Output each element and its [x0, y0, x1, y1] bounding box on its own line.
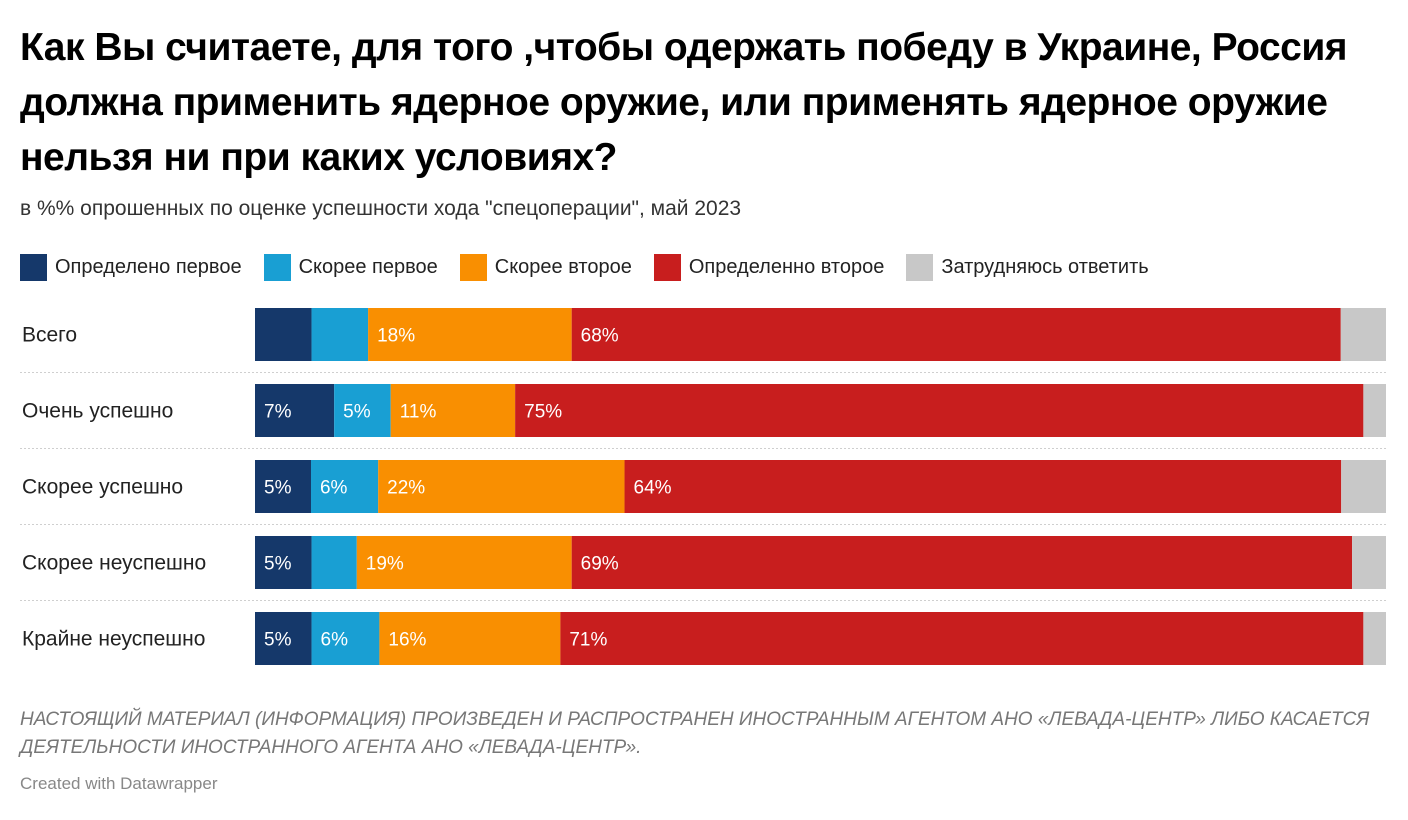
data-label: 19%	[366, 554, 404, 575]
bar-segment	[571, 308, 1341, 361]
category-label: Скорее успешно	[22, 476, 183, 499]
data-label: 5%	[264, 630, 292, 651]
data-label: 5%	[343, 402, 371, 423]
bar-segment	[378, 460, 625, 513]
data-label: 5%	[264, 478, 292, 499]
chart-subtitle: в %% опрошенных по оценке успешности ход…	[20, 197, 742, 220]
legend-swatch	[906, 253, 934, 281]
bar-segment	[1341, 460, 1386, 513]
data-label: 71%	[569, 630, 607, 651]
data-label: 11%	[400, 402, 437, 423]
legend-label: Скорее первое	[298, 255, 438, 278]
bar-segment	[624, 460, 1342, 513]
bar-segment	[390, 384, 516, 437]
legend-item: Скорее второе	[459, 253, 632, 281]
bar-segment	[356, 536, 572, 589]
legend-label: Затрудняюсь ответить	[941, 255, 1149, 278]
legend-swatch	[20, 253, 47, 281]
legend-swatch	[459, 253, 487, 281]
category-label: Очень успешно	[22, 400, 173, 423]
bar-segment	[311, 536, 357, 589]
legend-label: Скорее второе	[494, 255, 632, 278]
data-label: 18%	[377, 326, 415, 347]
bar-segment	[310, 460, 379, 513]
bar-segment	[1363, 612, 1386, 665]
bar-segment	[255, 308, 312, 361]
byline: Created with Datawrapper	[20, 774, 218, 793]
category-label: Крайне неуспешно	[22, 628, 205, 651]
data-label: 16%	[388, 630, 426, 651]
data-label: 6%	[321, 630, 349, 651]
category-label: Скорее неуспешно	[22, 552, 206, 575]
data-label: 75%	[524, 402, 562, 423]
bar-segment	[368, 308, 572, 361]
bar-segment	[560, 612, 1364, 665]
legend-item: Затрудняюсь ответить	[906, 253, 1149, 281]
legend: Определено первое Скорее первое Скорее вто…	[20, 252, 1171, 282]
foreign-agent-notice: НАСТОЯЩИЙ МАТЕРИАЛ (ИНФОРМАЦИЯ) ПРОИЗВЕД…	[20, 709, 1370, 758]
data-label: 5%	[264, 554, 292, 575]
bar-segment	[334, 384, 391, 437]
bar-segment	[1363, 384, 1386, 437]
bar-segment	[255, 612, 312, 665]
legend-label: Определенно второе	[688, 255, 885, 278]
bar-segment	[571, 536, 1353, 589]
bar-segment	[515, 384, 1364, 437]
data-label: 69%	[581, 554, 619, 575]
data-label: 22%	[387, 478, 425, 499]
legend-swatch	[653, 253, 681, 281]
legend-item: Скорее первое	[263, 253, 438, 281]
bar-segment	[379, 612, 561, 665]
data-label: 7%	[264, 402, 292, 423]
chart-title: Как Вы считаете, для того ,чтобы одержат…	[20, 26, 1348, 179]
legend-item: Определенно второе	[653, 253, 885, 281]
legend-item: Определено первое	[20, 253, 242, 281]
bar-segment	[255, 384, 335, 437]
data-label: 68%	[581, 326, 619, 347]
bar-segment	[255, 536, 312, 589]
data-label: 64%	[634, 478, 672, 499]
stacked-bar-chart: Всего 18% 68% Очень успешно 7% 5% 11% 75% Скорее…	[20, 308, 1386, 665]
bar-segment	[311, 308, 369, 361]
legend-swatch	[263, 253, 291, 281]
bar-segment	[1352, 536, 1386, 589]
data-label: 6%	[320, 478, 348, 499]
bar-segment	[311, 612, 380, 665]
legend-label: Определено первое	[55, 255, 242, 278]
category-label: Всего	[22, 324, 77, 347]
bar-segment	[1340, 308, 1386, 361]
bar-segment	[255, 460, 311, 513]
